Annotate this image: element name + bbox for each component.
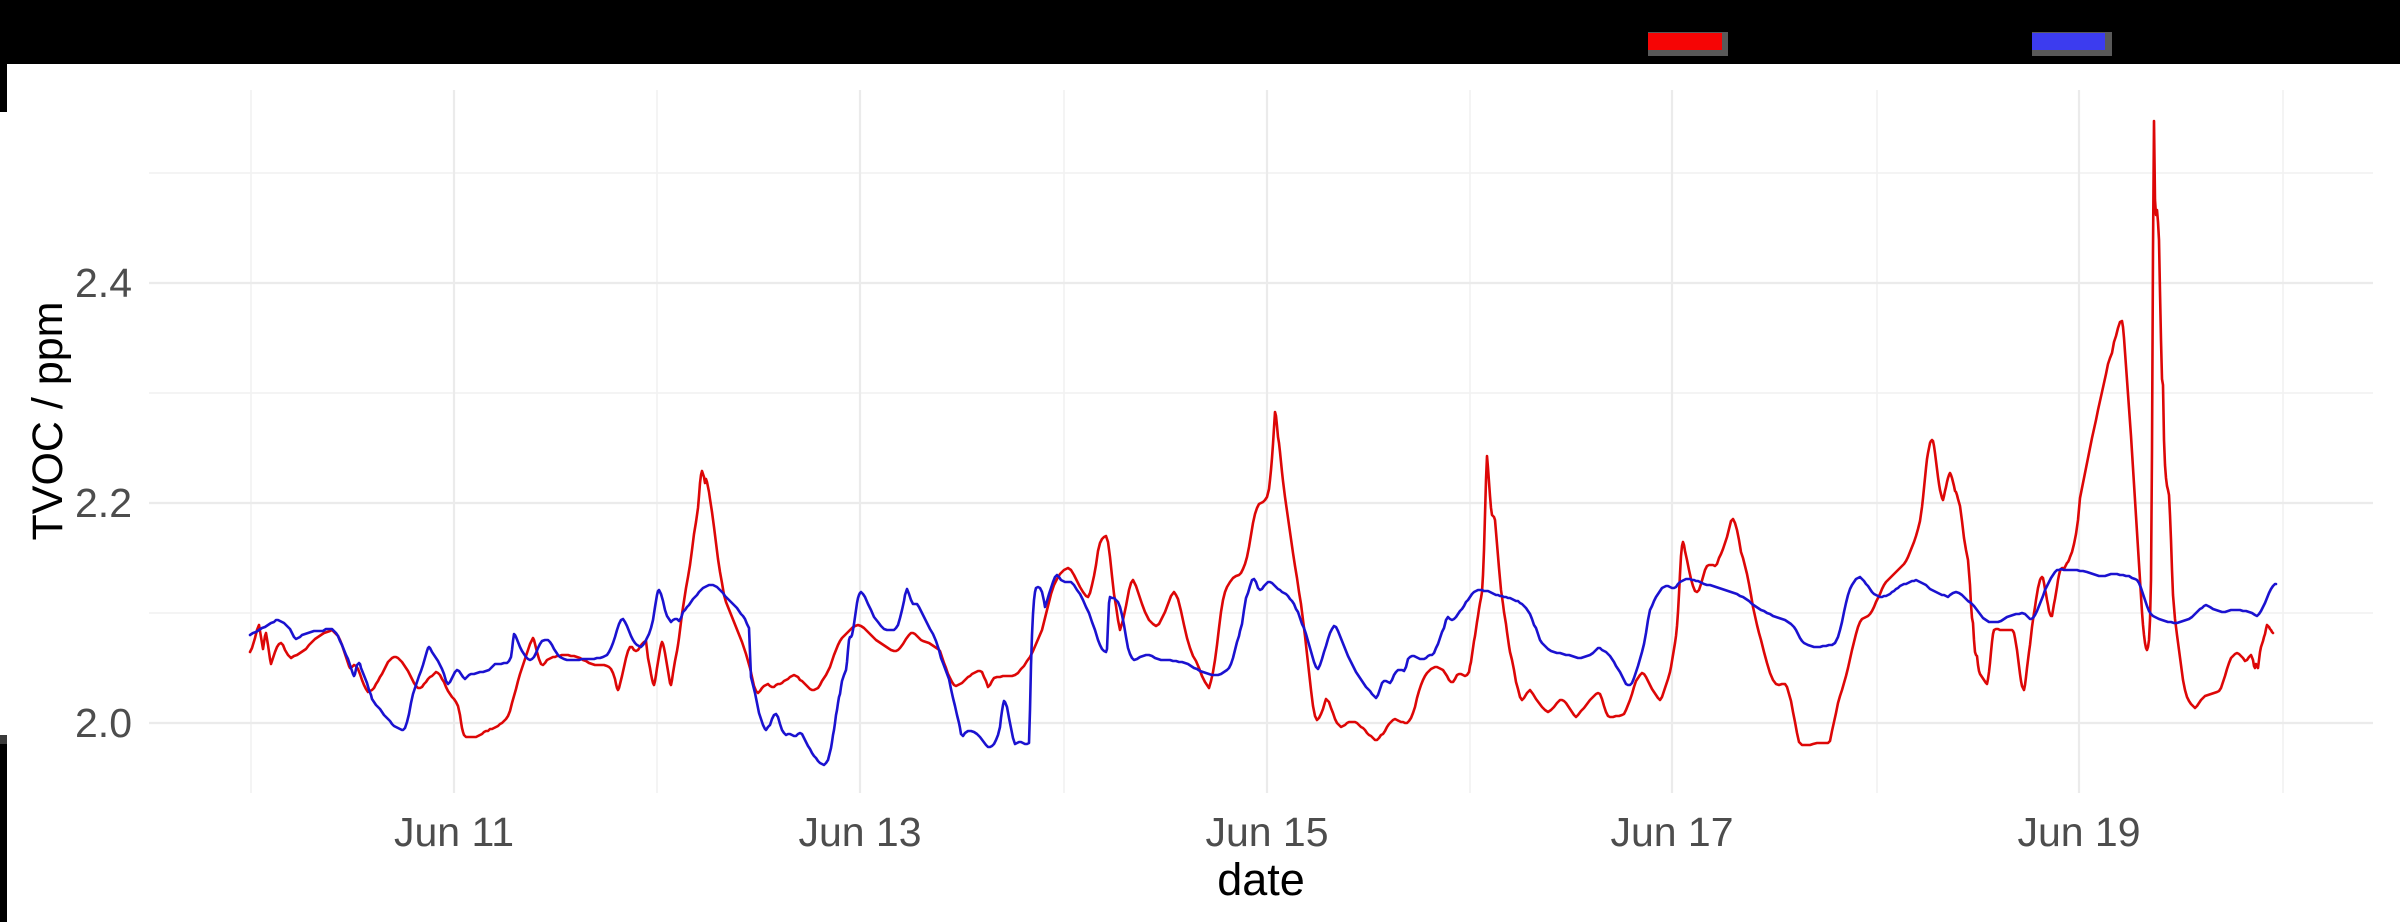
- svg-text:2.2: 2.2: [75, 480, 132, 526]
- svg-text:Jun 15: Jun 15: [1205, 809, 1328, 855]
- svg-text:2.4: 2.4: [75, 260, 132, 306]
- svg-text:2.0: 2.0: [75, 700, 132, 746]
- svg-text:Jun 19: Jun 19: [2017, 809, 2140, 855]
- svg-text:Jun 11: Jun 11: [394, 809, 514, 855]
- svg-text:Jun 13: Jun 13: [798, 809, 921, 855]
- svg-text:Jun 17: Jun 17: [1610, 809, 1733, 855]
- svg-text:date: date: [1217, 854, 1305, 905]
- svg-text:TVOC / ppm: TVOC / ppm: [24, 302, 72, 541]
